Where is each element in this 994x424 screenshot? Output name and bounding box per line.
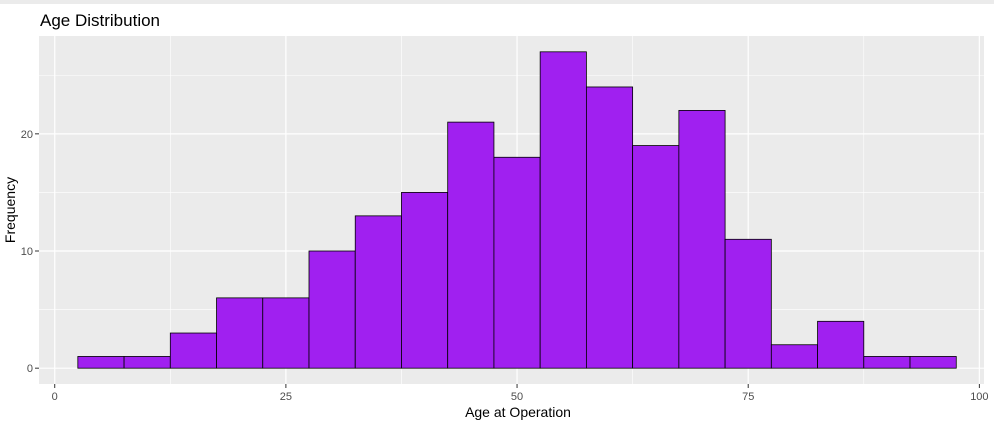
histogram-bar (447, 121, 495, 369)
x-tick-label: 75 (742, 391, 754, 403)
y-axis-title: Frequency (2, 177, 18, 243)
histogram-bar (216, 297, 264, 369)
histogram-bar (308, 250, 356, 369)
top-border (0, 0, 994, 4)
histogram-bar (354, 215, 402, 369)
histogram-bar (401, 192, 449, 369)
histogram-bar (539, 51, 587, 369)
y-tick-label: 0 (27, 363, 33, 375)
x-tick-label: 0 (52, 391, 58, 403)
histogram-bar (585, 86, 634, 369)
histogram-bar (262, 297, 310, 369)
histogram-bar (724, 238, 772, 369)
chart-title: Age Distribution (40, 11, 160, 30)
histogram-bar (909, 356, 957, 369)
histogram-bars (77, 51, 957, 369)
histogram-bar (632, 145, 680, 369)
y-axis-ticks: 0 10 20 (21, 129, 39, 375)
y-tick-label: 20 (21, 129, 33, 141)
x-axis-ticks: 0 25 50 75 100 (52, 384, 989, 403)
x-tick-label: 25 (280, 391, 292, 403)
histogram-bar (123, 356, 171, 369)
histogram-bar (678, 110, 726, 369)
histogram-bar (770, 344, 818, 369)
x-tick-label: 50 (511, 391, 523, 403)
y-tick-label: 10 (21, 246, 33, 258)
histogram-bar (817, 320, 865, 369)
x-axis-title: Age at Operation (465, 404, 571, 420)
histogram-bar (863, 356, 911, 369)
histogram-bar (169, 332, 217, 369)
histogram-bar (77, 356, 125, 369)
x-tick-label: 100 (970, 391, 988, 403)
histogram-bar (493, 156, 541, 369)
